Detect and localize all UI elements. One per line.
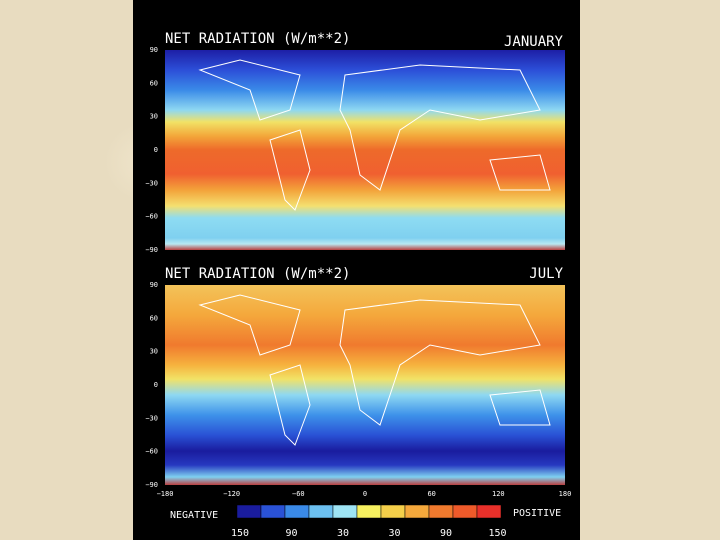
map-month: JULY (529, 266, 563, 282)
legend-scale-label: 150 (488, 528, 506, 539)
colorbar-box (308, 504, 334, 519)
map-january (165, 50, 565, 250)
lon-tick-label: −180 (157, 490, 174, 498)
legend-scale-label: 30 (388, 528, 400, 539)
lat-tick-label: 90 (150, 281, 158, 289)
legend-negative: NEGATIVE (170, 510, 218, 521)
colorbar-box (428, 504, 454, 519)
legend-positive: POSITIVE (513, 508, 561, 519)
colorbar-box (404, 504, 430, 519)
lat-tick-label: −30 (145, 179, 158, 187)
legend-scale-label: 90 (440, 528, 452, 539)
lon-tick-label: 120 (492, 490, 505, 498)
lon-tick-label: −60 (292, 490, 305, 498)
lat-tick-label: 0 (154, 146, 158, 154)
lat-tick-label: 90 (150, 46, 158, 54)
lat-tick-label: −60 (145, 448, 158, 456)
map-july (165, 285, 565, 485)
lat-tick-label: 60 (150, 79, 158, 87)
lat-tick-label: −90 (145, 481, 158, 489)
lon-tick-label: 180 (559, 490, 572, 498)
lat-tick-label: 0 (154, 381, 158, 389)
lat-tick-label: 30 (150, 113, 158, 121)
colorbar-box (452, 504, 478, 519)
map-title: NET RADIATION (W/m**2) (165, 266, 350, 282)
coastlines (198, 294, 551, 446)
map-month: JANUARY (504, 34, 564, 50)
lon-tick-label: 0 (363, 490, 367, 498)
legend-colorbar (236, 504, 502, 519)
lat-tick-label: −60 (145, 213, 158, 221)
coastlines (198, 59, 551, 211)
legend-scale-label: 90 (285, 528, 297, 539)
colorbar-box (380, 504, 406, 519)
lat-tick-label: 60 (150, 314, 158, 322)
colorbar-box (356, 504, 382, 519)
lon-tick-label: 60 (427, 490, 435, 498)
legend-scale-label: 30 (337, 528, 349, 539)
lat-tick-label: 30 (150, 348, 158, 356)
colorbar-box (476, 504, 502, 519)
colorbar-box (284, 504, 310, 519)
legend-scale-label: 150 (231, 528, 249, 539)
lat-tick-label: −30 (145, 414, 158, 422)
colorbar-box (236, 504, 262, 519)
colorbar-box (332, 504, 358, 519)
colorbar-box (260, 504, 286, 519)
lat-tick-label: −90 (145, 246, 158, 254)
map-title: NET RADIATION (W/m**2) (165, 31, 350, 47)
lon-tick-label: −120 (223, 490, 240, 498)
